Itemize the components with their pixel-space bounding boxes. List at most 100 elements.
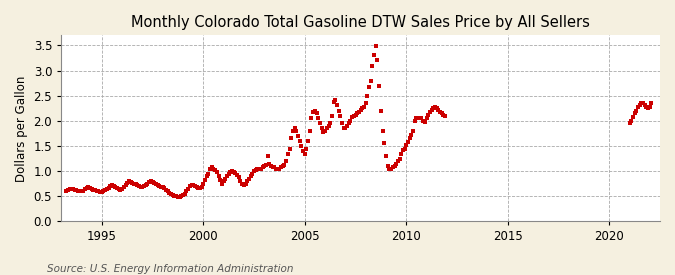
Point [358, 104, 369, 109]
Point [220, 177, 231, 181]
Point [137, 185, 148, 189]
Point [374, 83, 385, 88]
Point [120, 183, 131, 188]
Point [240, 182, 251, 186]
Point [410, 119, 421, 123]
Point [254, 166, 265, 171]
Point [357, 106, 368, 111]
Point [244, 177, 254, 181]
Y-axis label: Dollars per Gallon: Dollars per Gallon [15, 75, 28, 182]
Point [381, 154, 392, 158]
Point [142, 182, 153, 186]
Point [362, 94, 373, 98]
Point [284, 146, 295, 151]
Point [252, 166, 263, 171]
Point [235, 179, 246, 183]
Point [632, 104, 643, 109]
Point [73, 189, 84, 193]
Point [130, 182, 141, 186]
Point [428, 106, 439, 111]
Point [350, 113, 361, 117]
Point [181, 189, 192, 194]
Point [310, 109, 321, 113]
Point [215, 178, 225, 182]
Point [164, 191, 175, 195]
Point [228, 170, 239, 174]
Point [304, 129, 315, 133]
Point [157, 185, 168, 189]
Point [110, 185, 121, 189]
Point [147, 180, 158, 184]
Point [636, 101, 647, 105]
Point [360, 101, 371, 105]
Point [384, 166, 395, 171]
Point [61, 189, 72, 194]
Point [347, 115, 358, 119]
Point [639, 103, 650, 107]
Point [345, 119, 356, 123]
Point [316, 126, 327, 131]
Point [367, 63, 378, 68]
Point [263, 154, 273, 158]
Point [178, 193, 188, 197]
Point [418, 119, 429, 123]
Point [159, 186, 169, 191]
Point [122, 181, 132, 185]
Point [250, 168, 261, 172]
Point [330, 98, 341, 102]
Point [232, 173, 242, 177]
Point [217, 182, 227, 186]
Point [91, 189, 102, 193]
Point [624, 121, 635, 126]
Point [323, 124, 334, 128]
Point [369, 53, 379, 58]
Point [342, 124, 352, 128]
Text: Source: U.S. Energy Information Administration: Source: U.S. Energy Information Administ… [47, 264, 294, 274]
Point [183, 186, 194, 191]
Point [136, 185, 146, 189]
Point [88, 188, 99, 192]
Point [196, 185, 207, 189]
Point [430, 104, 441, 109]
Point [308, 110, 319, 114]
Point [421, 116, 432, 120]
Point [151, 182, 161, 186]
Point [124, 179, 134, 183]
Point [271, 166, 281, 171]
Point [234, 175, 244, 179]
Point [128, 182, 139, 186]
Point [78, 189, 88, 193]
Point [205, 166, 215, 171]
Point [105, 184, 115, 188]
Point [230, 171, 241, 175]
Point [184, 184, 195, 188]
Point [628, 115, 639, 119]
Point [408, 129, 418, 133]
Point [207, 165, 217, 169]
Point [188, 183, 198, 188]
Point [166, 192, 177, 197]
Point [70, 188, 80, 192]
Point [281, 159, 292, 163]
Point [111, 186, 122, 191]
Point [174, 195, 185, 199]
Point [303, 139, 314, 143]
Point [387, 165, 398, 169]
Point [176, 194, 187, 199]
Point [269, 165, 279, 169]
Point [348, 114, 359, 118]
Point [333, 109, 344, 113]
Point [385, 166, 396, 171]
Point [132, 183, 142, 188]
Point [355, 108, 366, 112]
Point [288, 129, 298, 133]
Point [311, 111, 322, 116]
Point [301, 146, 312, 151]
Point [433, 108, 443, 112]
Point [634, 103, 645, 107]
Point [416, 116, 427, 120]
Point [371, 44, 381, 49]
Point [298, 149, 308, 153]
Point [74, 189, 85, 194]
Point [173, 195, 184, 199]
